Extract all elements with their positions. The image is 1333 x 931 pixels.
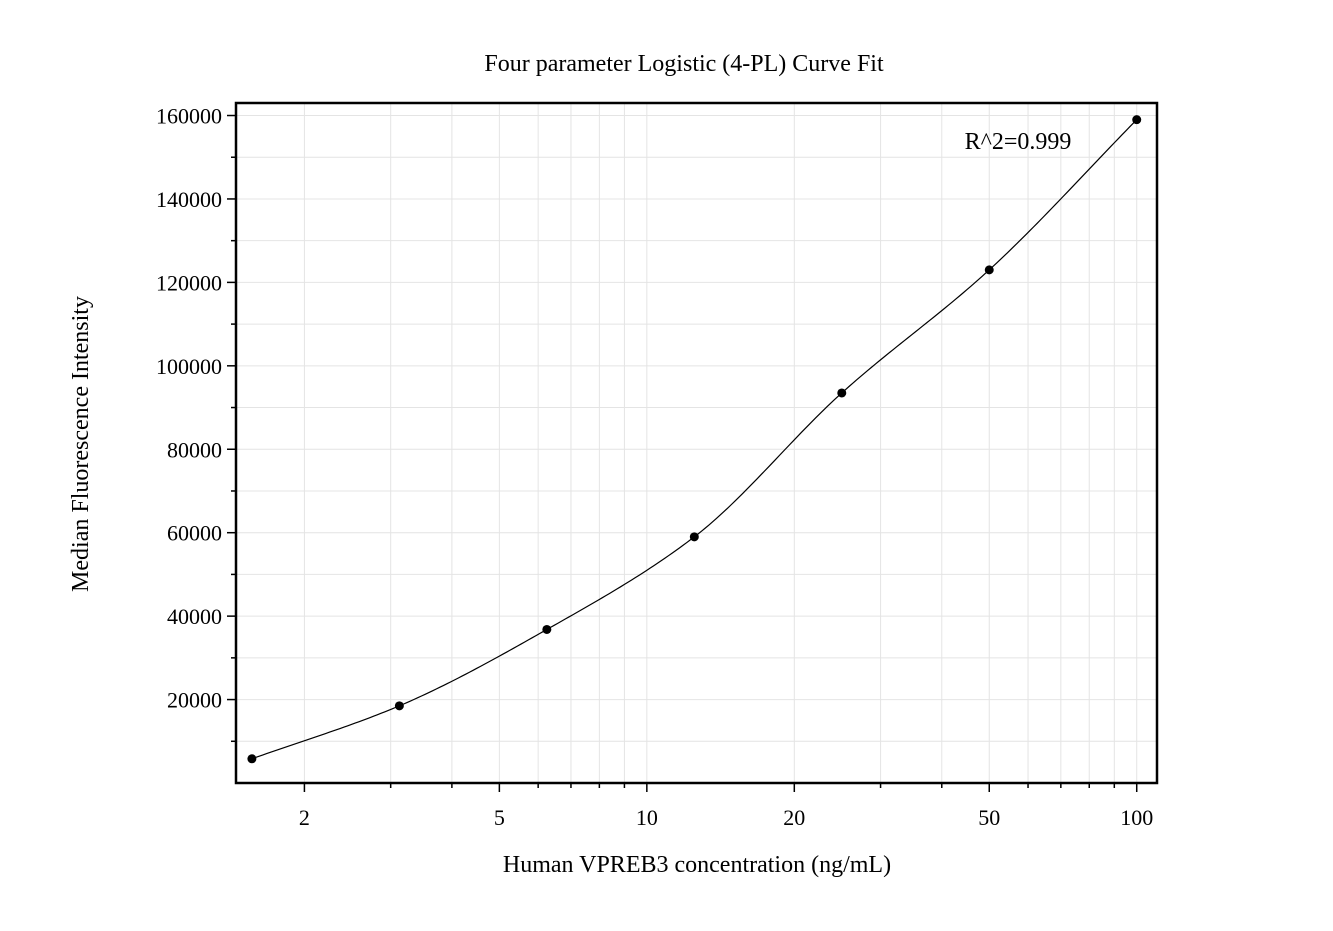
y-tick-label: 100000	[156, 354, 222, 379]
x-tick-label: 2	[299, 805, 310, 830]
y-tick-label: 80000	[167, 437, 222, 462]
x-tick-label: 100	[1120, 805, 1153, 830]
x-tick-label: 5	[494, 805, 505, 830]
r-squared-annotation: R^2=0.999	[965, 129, 1072, 155]
data-point	[247, 754, 257, 764]
y-tick-label: 160000	[156, 104, 222, 129]
data-point	[1132, 115, 1142, 125]
data-point	[837, 388, 847, 398]
data-points-layer	[247, 115, 1142, 764]
fit-curve-layer	[251, 119, 1138, 760]
y-tick-label: 120000	[156, 270, 222, 295]
fit-curve	[251, 119, 1138, 760]
axis-ticks: 2 5 10 20 50 100 20000 40000 60000 80000 100000 120…	[156, 104, 1153, 830]
plot-frame	[234, 101, 1159, 785]
y-tick-label: 60000	[167, 521, 222, 546]
y-tick-label: 140000	[156, 187, 222, 212]
data-point	[394, 701, 404, 711]
data-point	[542, 624, 552, 634]
x-axis-label: Human VPREB3 concentration (ng/mL)	[503, 852, 891, 878]
x-tick-label: 10	[636, 805, 658, 830]
data-point	[689, 532, 699, 542]
x-tick-label: 20	[783, 805, 805, 830]
data-point	[984, 265, 994, 275]
y-tick-label: 40000	[167, 604, 222, 629]
grid-lines	[236, 103, 1157, 783]
x-tick-label: 50	[978, 805, 1000, 830]
y-tick-label: 20000	[167, 688, 222, 713]
chart-title: Four parameter Logistic (4-PL) Curve Fit	[484, 51, 884, 77]
y-axis-label: Median Fluorescence Intensity	[68, 296, 94, 592]
